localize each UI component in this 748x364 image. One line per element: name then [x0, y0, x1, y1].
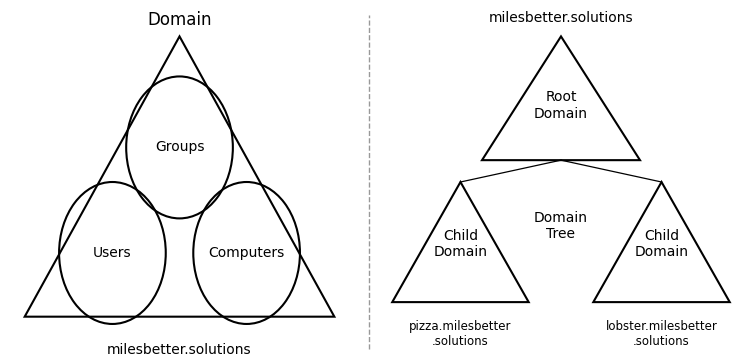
Text: Computers: Computers [209, 246, 285, 260]
Text: milesbetter.solutions: milesbetter.solutions [107, 343, 252, 357]
Text: milesbetter.solutions: milesbetter.solutions [488, 11, 634, 25]
Text: Domain: Domain [147, 11, 212, 29]
Text: Child
Domain: Child Domain [634, 229, 688, 259]
Text: Groups: Groups [155, 141, 204, 154]
Text: Users: Users [93, 246, 132, 260]
Text: pizza.milesbetter
.solutions: pizza.milesbetter .solutions [409, 320, 512, 348]
Text: Child
Domain: Child Domain [434, 229, 488, 259]
Text: lobster.milesbetter
.solutions: lobster.milesbetter .solutions [606, 320, 717, 348]
Text: Root
Domain: Root Domain [534, 91, 588, 120]
Text: Domain
Tree: Domain Tree [534, 211, 588, 241]
